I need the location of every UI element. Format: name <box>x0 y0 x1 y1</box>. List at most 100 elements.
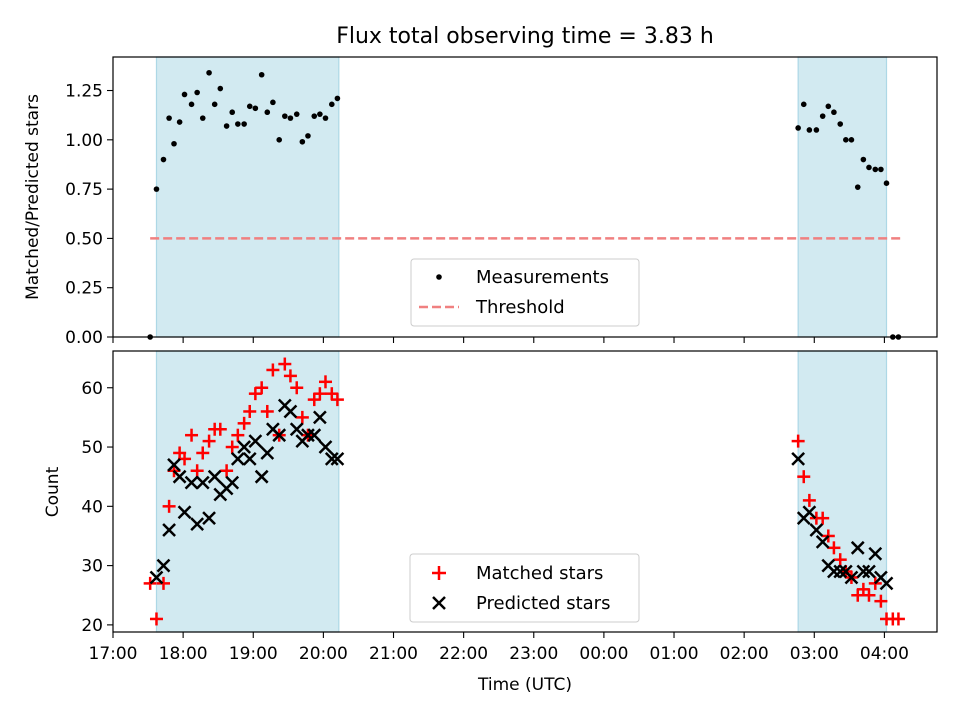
bottom-x-tick-label: 21:00 <box>369 644 418 664</box>
bottom-y-tick-label: 30 <box>81 557 103 577</box>
measurement-point <box>860 156 867 163</box>
predicted-star-stroke-b <box>879 576 894 591</box>
predicted-star-stroke-b <box>156 558 171 573</box>
top-shaded-span-1 <box>797 56 888 338</box>
measurement-point <box>311 113 318 119</box>
measurement-point <box>194 89 200 96</box>
predicted-star-stroke-b <box>856 564 871 579</box>
predicted-star-point <box>248 434 263 448</box>
legend-matched-marker <box>432 566 446 580</box>
predicted-star-point <box>195 475 210 490</box>
measurement-point <box>287 115 294 121</box>
predicted-star-stroke-b <box>230 452 245 466</box>
measurement-point <box>199 115 206 121</box>
predicted-star-stroke-b <box>167 457 181 472</box>
predicted-star-point <box>272 428 287 443</box>
predicted-star-stroke-b <box>802 505 817 520</box>
predicted-star-point <box>172 469 187 484</box>
measurement-point <box>843 137 849 143</box>
predicted-star-point <box>254 469 269 484</box>
bottom-axis-ticks: 20 30 40 50 60 17:00 18:00 19:00 20:00 21:00 22:00… <box>81 379 909 664</box>
top-panel: 0.00 0.25 0.50 0.75 1.00 1.25 Matched/Predict… <box>23 56 938 348</box>
matched-star-point <box>307 393 321 407</box>
matched-star-point <box>260 404 274 418</box>
bottom-x-tick-label: 22:00 <box>439 644 488 664</box>
matched-star-point <box>816 511 830 525</box>
predicted-star-stroke-b <box>149 570 164 585</box>
predicted-star-stroke-b <box>289 422 304 437</box>
predicted-star-stroke-b <box>283 404 298 419</box>
matched-star-point <box>278 357 292 371</box>
measurement-point <box>866 164 872 171</box>
predicted-star-stroke-b <box>844 570 859 585</box>
matched-star-point <box>802 493 816 507</box>
predicted-star-point <box>225 475 240 490</box>
bottom-x-tick-label: 03:00 <box>790 644 839 664</box>
predicted-star-stroke-b <box>833 564 848 579</box>
matched-star-point <box>243 404 257 418</box>
matched-star-point <box>143 576 157 590</box>
predicted-star-point <box>167 457 181 472</box>
predicted-star-point <box>237 440 252 454</box>
matched-star-point <box>791 434 805 448</box>
bottom-shaded-span-0 <box>155 350 340 633</box>
matched-star-point <box>325 387 339 401</box>
matched-star-point <box>313 387 327 401</box>
bottom-x-tick-label: 04:00 <box>860 644 909 664</box>
measurement-point <box>848 137 855 143</box>
measurement-point <box>806 127 813 133</box>
top-y-tick-label: 1.25 <box>65 82 103 102</box>
bottom-y-tick-label: 40 <box>81 497 103 517</box>
bottom-shaded-span-1 <box>797 350 888 633</box>
predicted-star-point <box>289 422 304 437</box>
bottom-legend-box <box>409 553 640 623</box>
measurement-point <box>883 180 890 186</box>
matched-star-point <box>213 422 227 436</box>
predicted-star-point <box>879 576 894 591</box>
matched-star-point <box>827 541 841 555</box>
matched-star-point <box>283 369 297 383</box>
measurement-point <box>160 156 167 163</box>
predicted-star-stroke-b <box>237 440 252 454</box>
top-shaded-regions <box>155 56 888 338</box>
top-y-tick-label: 0.75 <box>65 180 103 200</box>
predicted-star-stroke-b <box>225 475 240 490</box>
measurement-point <box>872 166 879 173</box>
predicted-star-point <box>815 535 830 549</box>
predicted-star-stroke-b <box>254 469 269 484</box>
top-y-tick-label: 0.25 <box>65 279 103 299</box>
measurement-point <box>276 137 283 143</box>
matched-star-point <box>856 582 870 596</box>
bottom-x-tick-label: 18:00 <box>159 644 208 664</box>
top-shaded-span-0 <box>155 56 340 338</box>
measurement-point <box>334 95 341 102</box>
measurement-point <box>206 69 212 76</box>
bottom-x-tick-label: 19:00 <box>229 644 278 664</box>
matched-star-point <box>248 387 262 401</box>
bottom-shaded-regions <box>155 350 888 633</box>
predicted-star-point <box>162 523 176 537</box>
predicted-star-point <box>809 523 824 537</box>
measurement-point <box>235 121 241 127</box>
predicted-star-stroke-b <box>324 452 339 466</box>
predicted-star-point <box>862 564 876 579</box>
matched-star-point <box>266 363 280 377</box>
predicted-star-point <box>149 570 164 585</box>
matched-star-point <box>862 588 876 602</box>
predicted-star-stroke-b <box>202 511 216 526</box>
measurement-point <box>878 166 884 173</box>
top-y-tick-label: 0.00 <box>65 328 103 348</box>
predicted-star-point <box>318 440 333 454</box>
bottom-y-tick-label: 60 <box>81 379 103 399</box>
top-y-tick-label: 1.00 <box>65 131 103 151</box>
legend-predicted-label: Predicted stars <box>476 593 610 614</box>
predicted-star-stroke-b <box>266 422 280 437</box>
matched-star-point <box>295 410 309 424</box>
measurement-point <box>181 91 188 98</box>
matched-star-point <box>255 381 269 395</box>
measurement-point <box>223 123 230 129</box>
matched-star-point <box>891 612 905 626</box>
predicted-star-point <box>202 511 216 526</box>
measurement-point <box>246 103 253 110</box>
